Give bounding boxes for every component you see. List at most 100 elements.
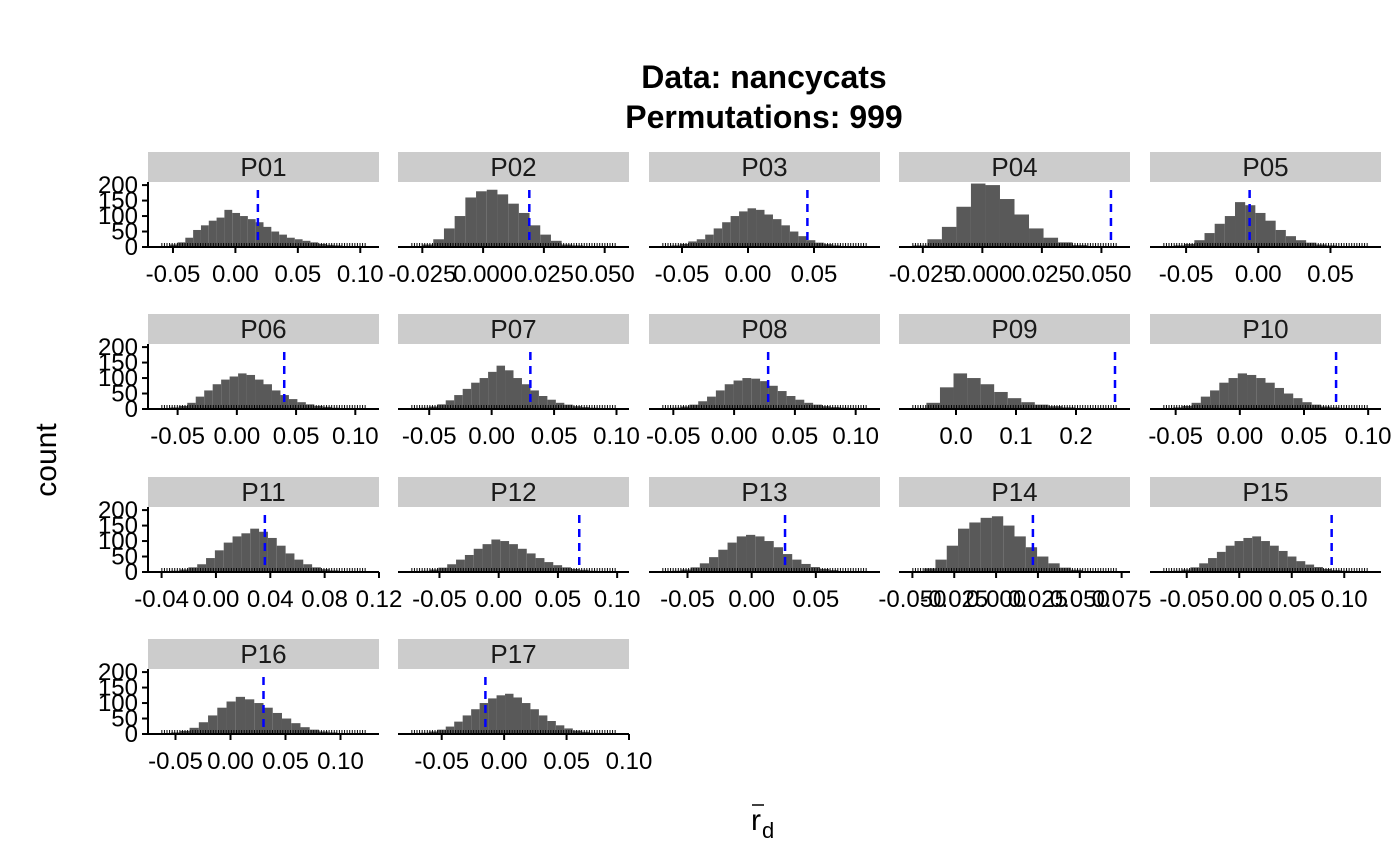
histogram-bar (935, 559, 947, 572)
histogram-bar (267, 537, 277, 572)
histogram-bar (238, 373, 247, 409)
histogram-bar (751, 378, 761, 409)
histogram-bar (479, 703, 489, 734)
histogram-bar (561, 244, 573, 247)
histogram-bar (1269, 545, 1279, 572)
histogram-bar (177, 242, 186, 247)
x-axis-title-main: r (751, 804, 761, 837)
x-tick-label: 0.00 (481, 748, 528, 775)
histogram-bar (736, 536, 747, 572)
histogram-bar (250, 528, 260, 572)
facet-panel-p08: P08 -0.05 0.00 0.05 0.10 (646, 314, 880, 450)
facet-panels: P01-0.05 0.00 0.05 0.10050100150200P02-0.02… (98, 152, 1392, 775)
histogram-bar (764, 541, 774, 572)
x-tick-label: 0.00 (475, 586, 522, 613)
histogram-bar (509, 544, 518, 572)
histogram-bar (513, 697, 522, 734)
y-tick-label: 50 (111, 706, 138, 733)
histogram-bar (1265, 382, 1275, 409)
y-tick-label: 200 (98, 497, 138, 524)
x-tick-label: 0.075 (1092, 586, 1152, 613)
histogram-bar (1216, 551, 1226, 572)
x-tick-label: -0.05 (1148, 423, 1203, 450)
y-tick-label: 150 (98, 513, 138, 540)
histogram-bar (291, 723, 301, 734)
histogram-bar (927, 239, 942, 247)
histogram-bar (544, 562, 554, 572)
x-tick-label: -0.05 (402, 423, 457, 450)
histogram-bar (521, 703, 531, 734)
histogram-bar (241, 533, 251, 572)
histogram-bar (680, 406, 690, 409)
histogram-bar (197, 564, 207, 572)
histogram-bar (553, 565, 563, 572)
histogram-bar (297, 402, 306, 409)
y-tick-label: 50 (111, 381, 138, 408)
chart-title-line1: Data: nancycats (641, 59, 886, 95)
x-tick-label: -0.05 (1159, 586, 1214, 613)
x-tick-label: 0.00 (207, 748, 254, 775)
histogram-bar (1181, 569, 1191, 572)
histogram-bar (991, 516, 1004, 572)
y-axis-title: count (30, 423, 63, 497)
histogram-bar (1285, 236, 1296, 247)
x-tick-label: -0.05 (660, 586, 715, 613)
x-tick-label: 0.05 (1307, 261, 1354, 288)
x-tick-label: 0.00 (1216, 423, 1263, 450)
histogram-bar (505, 693, 514, 734)
histogram-bar (179, 569, 189, 572)
histogram-bar (1316, 244, 1327, 247)
histogram-bar (924, 568, 936, 572)
histogram-bar (777, 391, 787, 409)
facet-strip (899, 477, 1130, 507)
x-tick-label: -0.025 (889, 261, 957, 288)
y-tick-label: 200 (98, 659, 138, 686)
histogram-bar (488, 371, 497, 409)
x-tick-label: -0.05 (146, 261, 201, 288)
x-tick-label: 0.10 (337, 261, 384, 288)
facet-panel-p10: P10 -0.05 0.00 0.05 0.10 (1148, 314, 1392, 450)
histogram-bar (1275, 229, 1286, 247)
x-tick-label: 0.04 (247, 586, 294, 613)
histogram-bar (280, 395, 289, 409)
x-tick-label: -0.025 (920, 586, 988, 613)
histogram-bar (456, 559, 465, 572)
facet-strip-label: P16 (240, 639, 286, 669)
histogram-bar (422, 244, 434, 247)
histogram-bar (259, 531, 268, 572)
histogram-bar (206, 558, 215, 572)
histogram-bar (505, 370, 514, 409)
facet-strip (148, 477, 379, 507)
histogram-bar (246, 374, 256, 409)
histogram-bar (538, 396, 548, 409)
facet-panel-p05: P05 -0.05 0.00 0.05 (1150, 152, 1381, 288)
x-tick-label: -0.05 (148, 748, 203, 775)
facet-strip-label: P17 (490, 639, 536, 669)
x-tick-label: 0.10 (1321, 586, 1368, 613)
y-tick-label: 0 (125, 721, 138, 748)
histogram-bar (804, 402, 814, 409)
x-tick-label: 0.025 (514, 261, 574, 288)
histogram-bar (488, 698, 497, 734)
histogram-bar (482, 544, 492, 572)
histogram-bar (792, 559, 802, 572)
x-tick-label: 0.05 (535, 586, 582, 613)
histogram-bar (232, 212, 241, 247)
x-tick-label: 0.00 (725, 261, 772, 288)
histogram-bar (491, 539, 501, 572)
histogram-bar (1235, 202, 1246, 247)
histogram-bar (1243, 537, 1253, 572)
histogram-bar (263, 226, 272, 247)
y-tick-label: 200 (98, 172, 138, 199)
histogram-bar (272, 712, 282, 734)
histogram-bar (178, 405, 188, 409)
histogram-bar (462, 715, 472, 734)
histogram-bar (445, 400, 455, 409)
histogram-bar (465, 197, 477, 247)
histogram-bar (801, 563, 811, 572)
x-tick-label: 0.00 (1216, 586, 1263, 613)
histogram-bar (305, 404, 315, 409)
